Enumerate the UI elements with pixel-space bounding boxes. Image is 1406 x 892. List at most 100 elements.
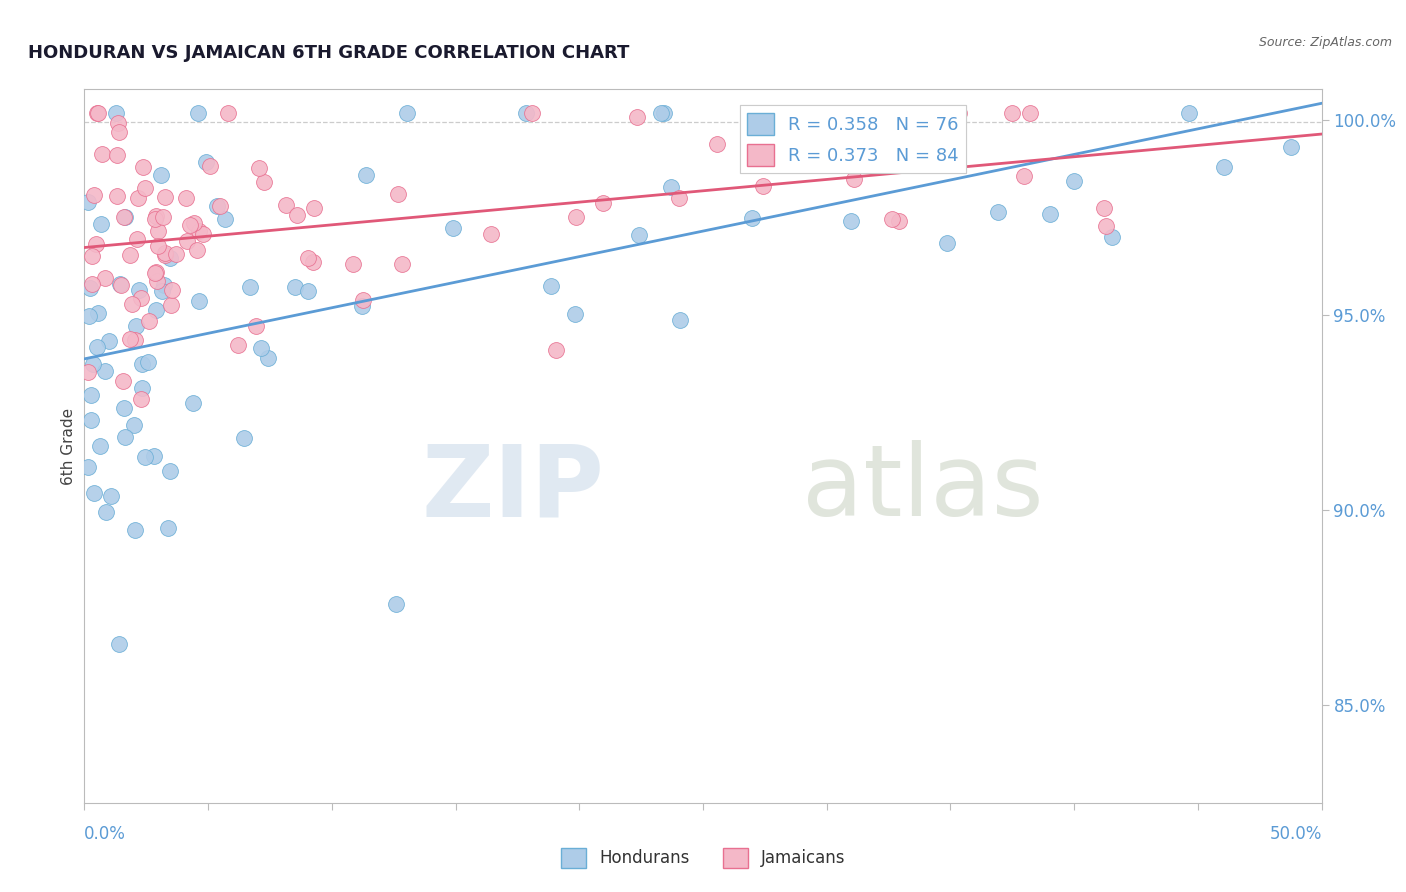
Point bbox=[77, 310, 100, 324]
Point bbox=[297, 284, 319, 298]
Point bbox=[153, 189, 176, 203]
Point bbox=[387, 186, 409, 201]
Point bbox=[276, 198, 298, 212]
Point bbox=[1213, 160, 1236, 174]
Point bbox=[668, 191, 690, 205]
Point bbox=[124, 417, 146, 432]
Point bbox=[627, 228, 650, 243]
Point bbox=[284, 280, 307, 294]
Point bbox=[108, 126, 131, 140]
Point bbox=[226, 337, 249, 351]
Point bbox=[145, 265, 167, 279]
Point bbox=[80, 413, 103, 427]
Point bbox=[159, 464, 181, 478]
Point bbox=[1101, 230, 1123, 244]
Point bbox=[93, 364, 115, 378]
Point bbox=[76, 459, 98, 474]
Point bbox=[129, 392, 152, 406]
Point bbox=[249, 341, 271, 355]
Point bbox=[935, 132, 957, 146]
Point bbox=[174, 191, 197, 205]
Point bbox=[1019, 105, 1042, 120]
Point bbox=[82, 277, 104, 291]
Point bbox=[564, 307, 586, 321]
Point bbox=[160, 283, 183, 297]
Point bbox=[232, 431, 254, 445]
Point bbox=[112, 211, 135, 225]
Point bbox=[186, 243, 208, 257]
Point bbox=[107, 637, 129, 651]
Point bbox=[564, 211, 586, 225]
Point bbox=[1039, 207, 1062, 221]
Point bbox=[1095, 219, 1118, 233]
Point bbox=[128, 283, 150, 297]
Point bbox=[939, 105, 962, 120]
Point bbox=[879, 105, 901, 120]
Point bbox=[205, 198, 228, 212]
Point bbox=[146, 274, 169, 288]
Point bbox=[134, 450, 156, 465]
Point bbox=[297, 252, 319, 266]
Point bbox=[114, 430, 136, 444]
Point bbox=[150, 285, 173, 299]
Point bbox=[124, 333, 146, 347]
Point bbox=[143, 211, 166, 226]
Point bbox=[83, 188, 105, 202]
Point bbox=[384, 597, 406, 611]
Point bbox=[155, 248, 177, 262]
Point bbox=[214, 212, 236, 227]
Point bbox=[145, 209, 167, 223]
Point bbox=[342, 257, 364, 271]
Point bbox=[659, 180, 682, 194]
Text: Source: ZipAtlas.com: Source: ZipAtlas.com bbox=[1258, 36, 1392, 49]
Point bbox=[544, 343, 567, 358]
Point bbox=[76, 365, 98, 379]
Point bbox=[152, 277, 174, 292]
Point bbox=[86, 306, 108, 320]
Point bbox=[1001, 105, 1024, 120]
Point bbox=[112, 374, 135, 388]
Point bbox=[125, 319, 148, 334]
Legend: Hondurans, Jamaicans: Hondurans, Jamaicans bbox=[554, 841, 852, 875]
Point bbox=[89, 439, 111, 453]
Point bbox=[200, 159, 222, 173]
Point bbox=[391, 257, 413, 271]
Point bbox=[155, 246, 177, 260]
Point bbox=[159, 298, 181, 312]
Point bbox=[540, 278, 562, 293]
Point bbox=[136, 354, 159, 368]
Point bbox=[181, 396, 204, 410]
Point bbox=[105, 189, 128, 203]
Point bbox=[208, 199, 231, 213]
Point bbox=[134, 181, 156, 195]
Point bbox=[515, 105, 537, 120]
Point bbox=[148, 224, 170, 238]
Point bbox=[82, 358, 104, 372]
Point bbox=[84, 236, 107, 251]
Point bbox=[165, 247, 187, 261]
Point bbox=[96, 505, 118, 519]
Point bbox=[86, 105, 108, 120]
Point bbox=[82, 249, 104, 263]
Point bbox=[100, 489, 122, 503]
Y-axis label: 6th Grade: 6th Grade bbox=[60, 408, 76, 484]
Point bbox=[650, 105, 672, 120]
Point bbox=[76, 194, 98, 209]
Point bbox=[187, 224, 209, 238]
Point bbox=[131, 291, 153, 305]
Point bbox=[217, 105, 239, 120]
Point bbox=[146, 238, 169, 252]
Point bbox=[143, 449, 166, 463]
Point bbox=[98, 334, 121, 348]
Point bbox=[1063, 174, 1085, 188]
Point bbox=[352, 293, 374, 307]
Text: atlas: atlas bbox=[801, 441, 1043, 537]
Point bbox=[1177, 105, 1199, 120]
Point bbox=[107, 116, 129, 130]
Point bbox=[179, 218, 201, 232]
Point bbox=[668, 313, 690, 327]
Point bbox=[256, 351, 278, 366]
Point bbox=[931, 105, 953, 120]
Point bbox=[132, 160, 155, 174]
Point bbox=[110, 277, 132, 291]
